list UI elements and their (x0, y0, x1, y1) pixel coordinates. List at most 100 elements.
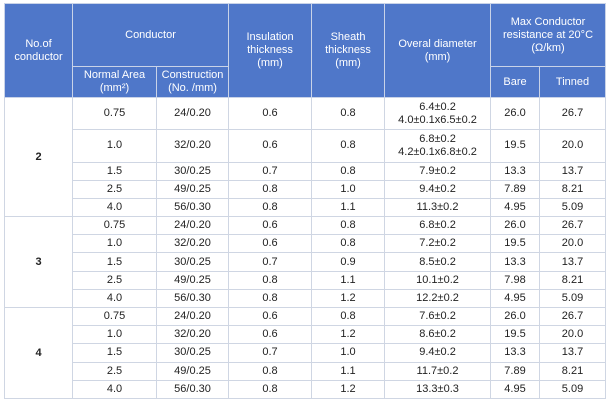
header-sheath-thickness: Sheath thickness (mm) (311, 3, 386, 98)
normal-area-cell: 1.0 (72, 325, 157, 345)
table-body: 2 0.75 24/0.20 0.6 0.8 6.4±0.2 4.0±0.1x6.5±0.2… (4, 96, 606, 400)
insulation-cell: 0.6 (228, 306, 313, 327)
overal-diameter-cell: 13.3±0.3 (384, 379, 492, 400)
sheath-cell: 0.8 (311, 161, 386, 181)
table-row: 4.0 56/0.30 0.8 1.1 11.3±0.2 4.95 5.09 (5, 197, 606, 218)
table-row: 1.0 32/0.20 0.6 0.8 7.2±0.2 19.5 20.0 (5, 234, 606, 254)
overal-diameter-cell: 8.5±0.2 (384, 252, 492, 272)
bare-resistance-cell: 26.0 (490, 216, 541, 236)
table-row: 4 0.75 24/0.20 0.6 0.8 7.6±0.2 26.0 26.7 (4, 306, 606, 399)
sheath-cell: 0.8 (311, 306, 386, 327)
table-row: 1.5 30/0.25 0.7 0.9 8.5±0.2 13.3 13.7 (5, 252, 606, 272)
bare-resistance-cell: 4.95 (490, 379, 541, 400)
normal-area-cell: 2.5 (72, 179, 157, 199)
insulation-cell: 0.6 (228, 234, 313, 254)
diameter-value: 4.2±0.1x6.8±0.2 (398, 145, 477, 158)
overal-diameter-cell: 7.2±0.2 (384, 234, 492, 254)
overal-diameter-cell: 7.9±0.2 (384, 161, 492, 181)
diameter-value: 7.9±0.2 (419, 164, 456, 177)
normal-area-cell: 4.0 (72, 379, 157, 400)
tinned-resistance-cell: 20.0 (539, 129, 606, 163)
table-row: 1.5 30/0.25 0.7 0.8 7.9±0.2 13.3 13.7 (5, 161, 606, 181)
diameter-value: 4.0±0.1x6.5±0.2 (398, 113, 477, 126)
tinned-resistance-cell: 8.21 (539, 179, 606, 199)
table-row: 2 0.75 24/0.20 0.6 0.8 6.4±0.2 4.0±0.1x6.5±0.2… (4, 96, 606, 218)
normal-area-cell: 1.5 (72, 161, 157, 181)
diameter-value: 11.7±0.2 (416, 364, 459, 377)
header-tinned: Tinned (539, 66, 606, 98)
construction-cell: 30/0.25 (155, 343, 230, 363)
header-normal-area: Normal Area (mm²) (72, 66, 157, 98)
overal-diameter-cell: 12.2±0.2 (384, 288, 492, 309)
tinned-resistance-cell: 20.0 (539, 234, 606, 254)
overal-diameter-cell: 6.4±0.2 4.0±0.1x6.5±0.2 (384, 96, 492, 131)
tinned-resistance-cell: 5.09 (539, 288, 606, 309)
bare-resistance-cell: 26.0 (490, 96, 541, 131)
insulation-cell: 0.8 (228, 197, 313, 218)
construction-cell: 24/0.20 (155, 96, 230, 131)
bare-resistance-cell: 19.5 (490, 325, 541, 345)
bare-resistance-cell: 7.98 (490, 270, 541, 290)
construction-cell: 30/0.25 (155, 252, 230, 272)
overal-diameter-cell: 7.6±0.2 (384, 306, 492, 327)
diameter-value: 12.2±0.2 (416, 291, 459, 304)
overal-diameter-cell: 6.8±0.2 4.2±0.1x6.8±0.2 (384, 129, 492, 163)
diameter-value: 13.3±0.3 (416, 382, 459, 395)
construction-cell: 49/0.25 (155, 270, 230, 290)
insulation-cell: 0.6 (228, 216, 313, 236)
diameter-value: 9.4±0.2 (419, 182, 456, 195)
normal-area-cell: 1.5 (72, 252, 157, 272)
bare-resistance-cell: 13.3 (490, 343, 541, 363)
bare-resistance-cell: 13.3 (490, 161, 541, 181)
tinned-resistance-cell: 13.7 (539, 343, 606, 363)
tinned-resistance-cell: 13.7 (539, 252, 606, 272)
insulation-cell: 0.6 (228, 96, 313, 131)
bare-resistance-cell: 7.89 (490, 179, 541, 199)
construction-cell: 30/0.25 (155, 161, 230, 181)
insulation-cell: 0.8 (228, 270, 313, 290)
diameter-value: 8.6±0.2 (419, 328, 456, 341)
construction-cell: 32/0.20 (155, 129, 230, 163)
sheath-cell: 0.8 (311, 216, 386, 236)
header-conductor: Conductor (71, 3, 230, 67)
table-row: 1.0 32/0.20 0.6 1.2 8.6±0.2 19.5 20.0 (5, 325, 606, 345)
insulation-cell: 0.8 (228, 179, 313, 199)
construction-cell: 56/0.30 (155, 379, 230, 400)
insulation-cell: 0.6 (228, 129, 313, 163)
table-row: 2.5 49/0.25 0.8 1.1 10.1±0.2 7.98 8.21 (5, 270, 606, 290)
conductor-count-cell: 3 (4, 216, 73, 308)
header-max-conductor-resistance: Max Conductor resistance at 20°C (Ω/km) (490, 3, 606, 67)
overal-diameter-cell: 11.3±0.2 (384, 197, 492, 218)
diameter-value: 7.2±0.2 (419, 237, 456, 250)
table-header: No.of conductor Conductor Insulation thi… (4, 3, 606, 98)
normal-area-cell: 0.75 (72, 306, 157, 327)
sheath-cell: 1.2 (311, 288, 386, 309)
header-construction: Construction (No. /mm) (155, 66, 230, 98)
tinned-resistance-cell: 26.7 (539, 216, 606, 236)
diameter-value: 10.1±0.2 (416, 273, 459, 286)
insulation-cell: 0.8 (228, 361, 313, 381)
table-row: 3 0.75 24/0.20 0.6 0.8 6.8±0.2 26.0 26.7 (4, 216, 606, 308)
tinned-resistance-cell: 20.0 (539, 325, 606, 345)
overal-diameter-cell: 8.6±0.2 (384, 325, 492, 345)
header-no-of-conductor: No.of conductor (4, 3, 73, 98)
table-row: 1.0 32/0.20 0.6 0.8 6.8±0.2 4.2±0.1x6.8±0.2 19… (5, 129, 606, 163)
tinned-resistance-cell: 8.21 (539, 361, 606, 381)
tinned-resistance-cell: 26.7 (539, 96, 606, 131)
overal-diameter-cell: 9.4±0.2 (384, 179, 492, 199)
bare-resistance-cell: 4.95 (490, 197, 541, 218)
table-row: 1.5 30/0.25 0.7 1.0 9.4±0.2 13.3 13.7 (5, 343, 606, 363)
construction-cell: 49/0.25 (155, 179, 230, 199)
insulation-cell: 0.7 (228, 252, 313, 272)
diameter-value: 11.3±0.2 (416, 201, 459, 214)
bare-resistance-cell: 4.95 (490, 288, 541, 309)
diameter-value: 6.4±0.2 (419, 100, 456, 113)
sheath-cell: 0.8 (311, 96, 386, 131)
construction-cell: 24/0.20 (155, 216, 230, 236)
conductor-count-cell: 2 (4, 96, 73, 218)
overal-diameter-cell: 11.7±0.2 (384, 361, 492, 381)
diameter-value: 8.5±0.2 (419, 255, 456, 268)
normal-area-cell: 1.0 (72, 234, 157, 254)
tinned-resistance-cell: 26.7 (539, 306, 606, 327)
table-row: 2.5 49/0.25 0.8 1.1 11.7±0.2 7.89 8.21 (5, 361, 606, 381)
